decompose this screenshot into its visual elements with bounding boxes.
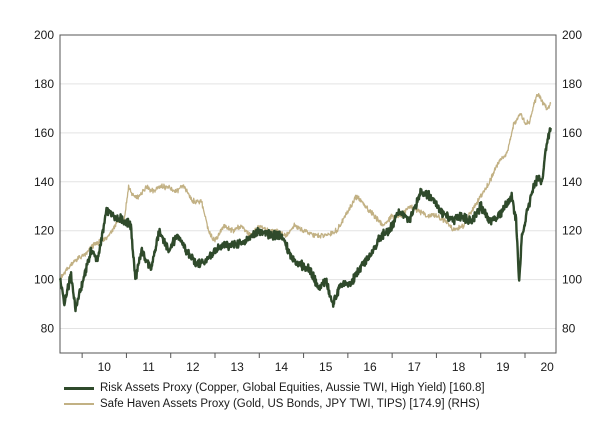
y-tick-label-left: 160 bbox=[34, 126, 54, 140]
y-tick-label-left: 200 bbox=[34, 28, 54, 42]
x-tick-label: 12 bbox=[186, 360, 200, 374]
x-tick-label: 18 bbox=[452, 360, 466, 374]
x-tick-label: 16 bbox=[363, 360, 377, 374]
y-axis-right: 80 100 120 140 160 180 200 bbox=[562, 28, 582, 336]
x-tick-label: 20 bbox=[540, 360, 554, 374]
legend-item: Risk Assets Proxy (Copper, Global Equiti… bbox=[64, 380, 485, 396]
y-tick-label-left: 140 bbox=[34, 175, 54, 189]
y-tick-label-right: 180 bbox=[562, 77, 582, 91]
x-axis: 10 11 12 13 14 15 16 17 18 19 20 bbox=[81, 353, 554, 374]
y-tick-label-left: 80 bbox=[41, 322, 55, 336]
legend-swatch bbox=[64, 403, 94, 405]
legend: Risk Assets Proxy (Copper, Global Equiti… bbox=[64, 380, 485, 412]
safe-haven-line bbox=[59, 92, 552, 283]
y-tick-label-right: 120 bbox=[562, 224, 582, 238]
y-tick-label-right: 80 bbox=[562, 322, 576, 336]
legend-label: Risk Assets Proxy (Copper, Global Equiti… bbox=[100, 382, 485, 394]
y-tick-label-left: 180 bbox=[34, 77, 54, 91]
y-axis-left: 80 100 120 140 160 180 200 bbox=[34, 28, 54, 336]
x-tick-label: 17 bbox=[408, 360, 422, 374]
legend-item: Safe Haven Assets Proxy (Gold, US Bonds,… bbox=[64, 396, 485, 412]
legend-swatch bbox=[64, 386, 94, 390]
legend-label: Safe Haven Assets Proxy (Gold, US Bonds,… bbox=[100, 398, 480, 410]
y-tick-label-right: 140 bbox=[562, 175, 582, 189]
y-tick-label-left: 120 bbox=[34, 224, 54, 238]
x-tick-label: 11 bbox=[142, 360, 155, 374]
y-tick-label-left: 100 bbox=[34, 273, 54, 287]
x-tick-label: 13 bbox=[230, 360, 244, 374]
x-tick-label: 14 bbox=[275, 360, 289, 374]
series-layer bbox=[58, 92, 552, 313]
y-tick-label-right: 100 bbox=[562, 273, 582, 287]
risk-assets-line bbox=[58, 127, 552, 313]
y-tick-label-right: 160 bbox=[562, 126, 582, 140]
plot-border bbox=[59, 34, 557, 354]
x-tick-label: 15 bbox=[319, 360, 333, 374]
x-tick-label: 19 bbox=[496, 360, 510, 374]
y-tick-label-right: 200 bbox=[562, 28, 582, 42]
x-tick-label: 10 bbox=[98, 360, 112, 374]
